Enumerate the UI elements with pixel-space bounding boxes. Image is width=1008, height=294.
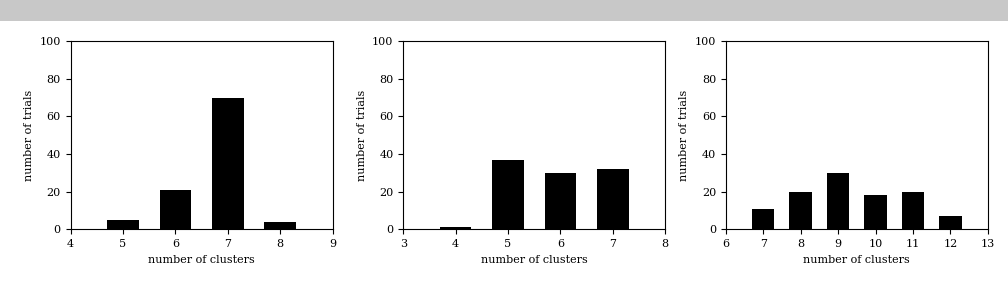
- X-axis label: number of clusters: number of clusters: [481, 255, 588, 265]
- Bar: [212, 98, 244, 229]
- X-axis label: number of clusters: number of clusters: [803, 255, 910, 265]
- Bar: [439, 228, 472, 229]
- Bar: [864, 196, 887, 229]
- Bar: [492, 160, 524, 229]
- Bar: [939, 216, 962, 229]
- Y-axis label: number of trials: number of trials: [679, 90, 689, 181]
- Bar: [827, 173, 850, 229]
- Y-axis label: number of trials: number of trials: [24, 90, 34, 181]
- X-axis label: number of clusters: number of clusters: [148, 255, 255, 265]
- Bar: [107, 220, 139, 229]
- Bar: [597, 169, 629, 229]
- Bar: [544, 173, 577, 229]
- Bar: [159, 190, 192, 229]
- Bar: [752, 209, 774, 229]
- Bar: [264, 222, 296, 229]
- Bar: [789, 192, 811, 229]
- Bar: [902, 192, 924, 229]
- Y-axis label: number of trials: number of trials: [357, 90, 367, 181]
